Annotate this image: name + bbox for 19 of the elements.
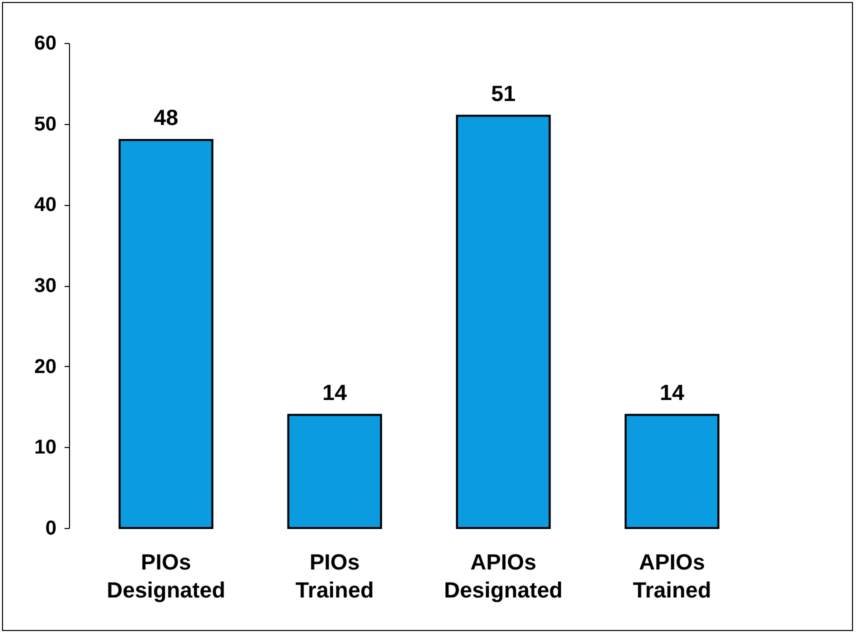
bar <box>287 414 382 529</box>
y-tick-label: 30 <box>34 275 56 297</box>
data-label: 14 <box>660 380 686 405</box>
x-tick-label: APIOs Designated <box>444 550 563 602</box>
data-label: 51 <box>491 80 516 106</box>
y-tick-label: 0 <box>45 518 56 540</box>
bar <box>456 114 551 529</box>
y-tick-label: 60 <box>34 32 56 54</box>
bar <box>118 139 214 529</box>
x-tick-label: PIOs Designated <box>106 550 226 602</box>
y-tick-label: 50 <box>34 113 56 136</box>
bar <box>624 414 720 529</box>
x-tick-label: APIOs Trained <box>632 550 712 602</box>
data-label: 48 <box>154 105 178 130</box>
y-tick-label: 20 <box>34 356 56 378</box>
data-label: 14 <box>322 380 348 405</box>
y-tick-label: 10 <box>34 436 56 459</box>
y-tick-label: 40 <box>34 194 56 216</box>
x-tick-label: PIOs Trained <box>296 550 374 602</box>
